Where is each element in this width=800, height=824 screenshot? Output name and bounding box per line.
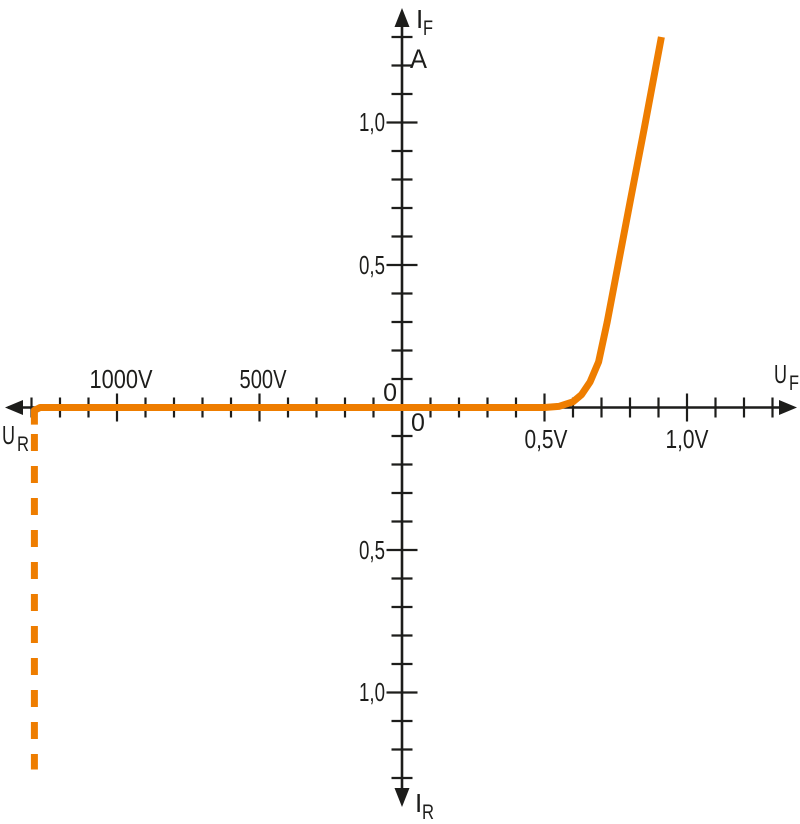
y-origin-zero-label: 0: [383, 379, 397, 407]
arrow-down-icon: [394, 788, 410, 807]
x-axis-left-label: U R: [2, 420, 29, 456]
y-tick-label-pos-05: 0,5: [359, 250, 385, 280]
ur-subscript: R: [17, 433, 29, 456]
ampere-unit-label: A: [410, 44, 427, 74]
arrow-up-icon: [394, 8, 410, 27]
x-tick-label-pos-1v: 1,0V: [666, 424, 710, 454]
y-axis-top-label: I F: [416, 4, 433, 40]
if-letter: I: [416, 4, 423, 34]
x-tick-label-neg-500v: 500V: [240, 364, 287, 394]
y-tick-label-neg-05: 0,5: [359, 535, 385, 565]
ir-letter: I: [415, 788, 422, 818]
curve-forward-characteristic: [30, 36, 665, 425]
if-subscript: F: [423, 17, 433, 40]
y-tick-label-neg-1: 1,0: [359, 677, 385, 707]
x-tick-label-neg-1000v: 1000V: [90, 364, 154, 394]
y-axis-bottom-label: I R: [415, 788, 434, 824]
uf-subscript: F: [789, 372, 799, 395]
x-tick-label-pos-05v: 0,5V: [525, 424, 569, 454]
diode-curve-group: [30, 36, 665, 770]
x-axis-right-label: U F: [774, 359, 799, 395]
x-origin-zero-label: 0: [411, 409, 425, 437]
ur-letter: U: [2, 420, 15, 450]
uf-letter: U: [774, 359, 787, 389]
arrow-left-icon: [5, 400, 23, 415]
y-axis-tick-marks: [386, 35, 418, 780]
ir-subscript: R: [422, 801, 434, 824]
arrow-right-icon: [779, 400, 797, 415]
y-tick-label-pos-1: 1,0: [359, 107, 385, 137]
axis-arrowheads: [5, 8, 797, 807]
